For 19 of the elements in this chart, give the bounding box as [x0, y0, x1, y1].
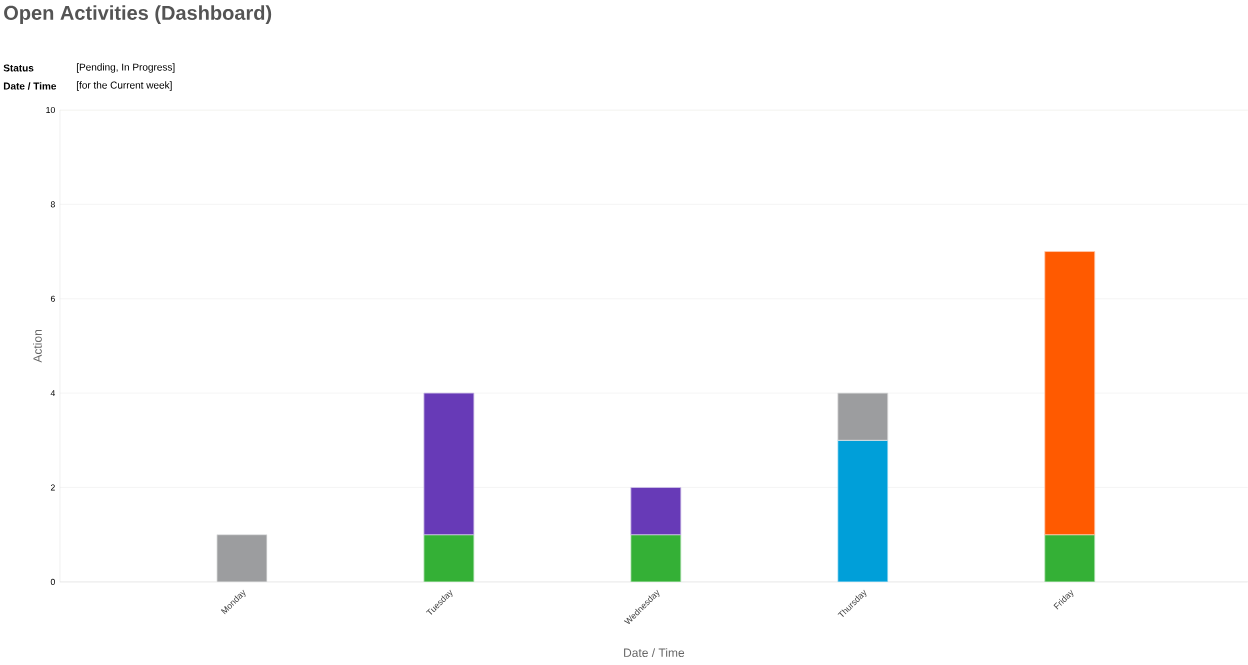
text: [for the Current week]	[76, 81, 172, 91]
chart-title: Open Activities (Dashboard)	[4, 5, 272, 24]
y-tick-label: 4	[50, 390, 56, 397]
y-tick-label: 10	[46, 106, 55, 114]
y-tick-label: 2	[50, 484, 55, 491]
text: Status	[3, 64, 34, 72]
bar	[1044, 534, 1096, 582]
bar	[423, 534, 475, 582]
text: Date / Time	[3, 82, 57, 90]
bar	[837, 392, 889, 441]
y-tick-label: 8	[50, 201, 55, 208]
x-axis-title: Date / Time	[624, 648, 685, 658]
bar	[1044, 251, 1096, 536]
bar	[423, 392, 475, 536]
bar	[630, 487, 682, 536]
text: [Pending, In Progress]	[76, 63, 175, 73]
y-tick-label: 0	[50, 578, 55, 586]
y-tick-label: 6	[50, 295, 55, 302]
y-axis-title: Action	[33, 330, 42, 363]
